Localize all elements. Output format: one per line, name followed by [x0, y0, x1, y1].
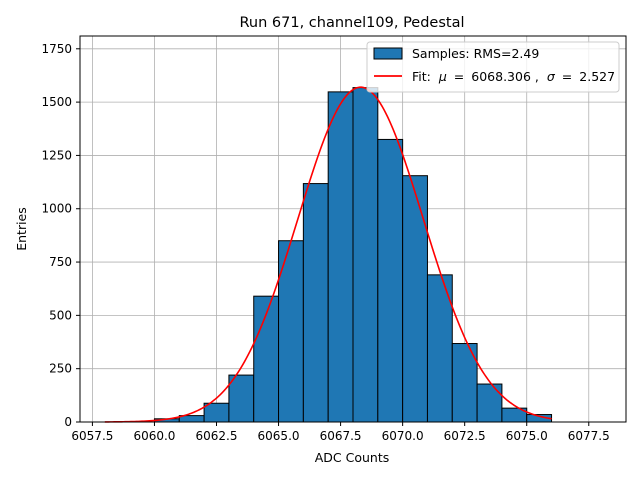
x-axis-label: ADC Counts — [315, 450, 390, 465]
histogram-bar-10 — [402, 175, 428, 423]
legend-histogram-label: Samples: RMS=2.49 — [412, 46, 539, 61]
fit-mu-symbol: μ — [438, 69, 447, 84]
x-tick-label-5: 6070.0 — [382, 429, 424, 443]
y-tick-label-1: 250 — [49, 362, 72, 376]
x-tick-label-4: 6067.5 — [320, 429, 362, 443]
legend-histogram-swatch — [373, 47, 403, 60]
x-tick-label-8: 6077.5 — [568, 429, 610, 443]
histogram-bar-7 — [327, 91, 354, 423]
plot-frame — [79, 35, 627, 423]
histogram-bar-3 — [228, 374, 255, 423]
y-tick-label-0: 0 — [64, 415, 72, 429]
fit-curve — [104, 86, 552, 423]
histogram-bar-12 — [451, 343, 478, 423]
y-tick-label-5: 1250 — [41, 148, 72, 162]
x-tick-label-1: 6060.0 — [133, 429, 175, 443]
fit-sigma-symbol: σ — [547, 69, 556, 84]
histogram-bar-11 — [426, 274, 453, 423]
y-tick-label-7: 1750 — [41, 42, 72, 56]
fit-sigma-value: 2.527 — [579, 69, 615, 84]
fit-separator: , — [535, 69, 539, 84]
y-tick-label-6: 1500 — [41, 95, 72, 109]
x-tick-label-3: 6065.0 — [258, 429, 300, 443]
fit-sigma-equals: = — [562, 69, 572, 84]
x-tick-label-0: 6057.5 — [71, 429, 113, 443]
histogram-bar-8 — [352, 87, 379, 423]
legend-fit-label: Fit: μ = 6068.306 , σ = 2.527 — [412, 69, 615, 84]
y-axis-label: Entries — [14, 207, 29, 251]
histogram-bar-6 — [302, 183, 329, 423]
legend: Samples: RMS=2.49 Fit: μ = 6068.306 , σ … — [366, 41, 620, 93]
y-tick-label-4: 1000 — [41, 202, 72, 216]
x-axis-ticks: 6057.5 6060.0 6062.5 6065.0 6067.5 6070.0 6072… — [71, 422, 610, 443]
legend-box — [366, 41, 620, 93]
x-tick-label-7: 6075.0 — [506, 429, 548, 443]
y-tick-label-2: 500 — [49, 308, 72, 322]
fit-mu-value: 6068.306 — [471, 69, 531, 84]
y-tick-label-3: 750 — [49, 255, 72, 269]
fit-mu-equals: = — [454, 69, 464, 84]
fit-prefix: Fit: — [412, 69, 431, 84]
histogram-bar-9 — [377, 138, 404, 423]
histogram-bar-13 — [476, 383, 503, 423]
histogram-bar-2 — [203, 402, 230, 423]
x-tick-label-2: 6062.5 — [196, 429, 238, 443]
x-tick-label-6: 6072.5 — [444, 429, 486, 443]
y-axis-ticks: 0 250 500 750 1000 1250 1500 1750 — [41, 42, 80, 429]
chart-title: Run 671, channel109, Pedestal — [239, 15, 464, 31]
